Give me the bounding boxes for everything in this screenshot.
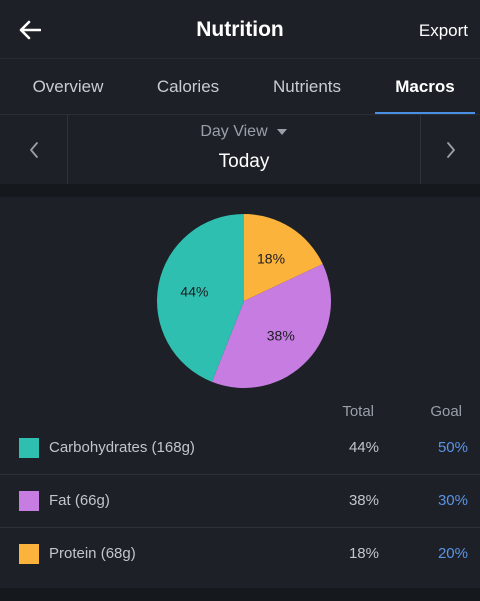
chevron-right-icon	[446, 142, 455, 158]
back-button[interactable]	[14, 14, 46, 46]
current-day-label: Today	[218, 151, 270, 172]
pie-slice-label: 44%	[180, 284, 208, 300]
view-dropdown-label: Day View	[200, 123, 268, 140]
pie-slice-carbohydrates	[157, 214, 244, 382]
macro-row-fat: Fat (66g) 38% 30%	[0, 475, 480, 528]
pie-chart-svg: 18% 38% 44%	[157, 214, 331, 388]
macro-goal: 20%	[437, 545, 468, 562]
active-tab-indicator	[375, 112, 475, 115]
tab-bar: Overview Calories Nutrients Macros	[0, 58, 480, 115]
legend-swatch	[19, 544, 39, 564]
bottom-divider	[0, 588, 480, 601]
pie-slice-label: 38%	[267, 328, 295, 344]
section-divider	[0, 184, 480, 197]
tab-macros[interactable]: Macros	[395, 77, 455, 96]
macro-total: 44%	[348, 439, 379, 456]
column-header-total: Total	[342, 403, 374, 420]
chevron-left-icon	[29, 142, 38, 158]
caret-down-icon	[276, 129, 287, 135]
legend-swatch	[19, 438, 39, 458]
day-selector: Day View Today	[0, 114, 480, 185]
app-header: Nutrition Export	[0, 0, 480, 58]
legend-swatch	[19, 491, 39, 511]
macros-card: 18% 38% 44% Total Goal Carbohydrates (168g…	[0, 197, 480, 588]
macro-total: 38%	[348, 492, 379, 509]
tab-calories[interactable]: Calories	[156, 77, 220, 96]
pie-slice-label: 18%	[257, 250, 285, 266]
macro-name: Protein (68g)	[49, 545, 136, 562]
macro-name: Fat (66g)	[49, 492, 110, 509]
macro-row-protein: Protein (68g) 18% 20%	[0, 528, 480, 581]
tab-nutrients[interactable]: Nutrients	[272, 77, 342, 96]
pie-slice-fat	[211, 263, 331, 388]
macro-goal: 30%	[437, 492, 468, 509]
macro-goal: 50%	[437, 439, 468, 456]
next-day-button[interactable]	[420, 115, 480, 185]
macro-row-carbohydrates: Carbohydrates (168g) 44% 50%	[0, 422, 480, 475]
export-button[interactable]: Export	[418, 21, 468, 40]
macros-pie-chart: 18% 38% 44%	[157, 214, 331, 388]
view-dropdown[interactable]: Day View	[68, 123, 420, 141]
macro-total: 18%	[348, 545, 379, 562]
previous-day-button[interactable]	[0, 115, 68, 185]
page-title: Nutrition	[196, 18, 284, 41]
arrow-left-icon	[19, 20, 41, 40]
pie-slice-protein	[244, 214, 323, 301]
column-header-goal: Goal	[430, 403, 462, 420]
tab-overview[interactable]: Overview	[32, 77, 104, 96]
macro-name: Carbohydrates (168g)	[49, 439, 195, 456]
